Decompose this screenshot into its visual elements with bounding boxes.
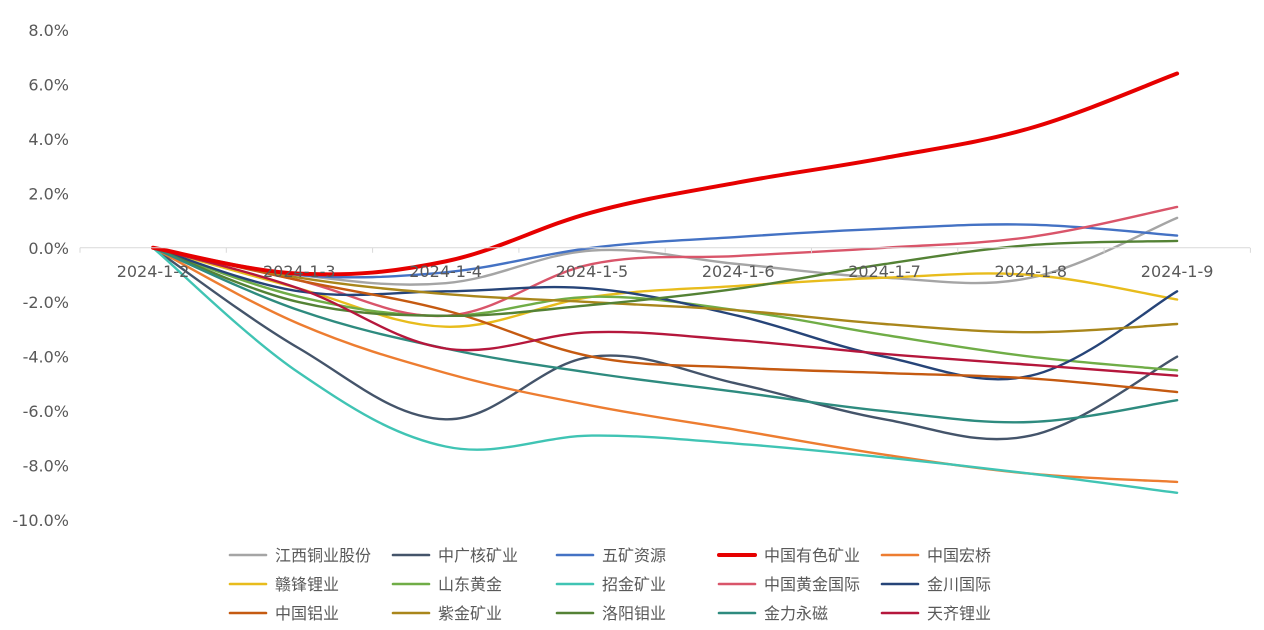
x-tick-label: 2024-1-4 <box>409 262 482 281</box>
legend-item: 江西铜业股份 <box>228 546 371 565</box>
legend-item: 金力永磁 <box>717 604 828 623</box>
series-line-2 <box>151 246 1179 441</box>
x-tick-label: 2024-1-8 <box>994 262 1067 281</box>
legend-item: 天齐锂业 <box>880 604 991 623</box>
legend-label: 中国宏桥 <box>927 546 991 565</box>
series-line-13 <box>151 239 1179 318</box>
legend-label: 紫金矿业 <box>438 604 502 623</box>
x-axis-ticks: 2024-1-2 2024-1-3 2024-1-4 2024-1-5 2024-1-6… <box>79 247 1251 281</box>
legend-label: 金力永磁 <box>764 604 828 623</box>
legend-item: 山东黄金 <box>391 575 502 594</box>
y-tick-label: 6.0% <box>28 75 69 94</box>
legend-label: 金川国际 <box>927 575 991 594</box>
series-line-4 <box>151 71 1180 277</box>
legend-item: 中国黄金国际 <box>717 575 860 594</box>
legend-item: 五矿资源 <box>555 546 666 565</box>
x-tick-label: 2024-1-5 <box>556 262 629 281</box>
series-lines <box>151 71 1180 494</box>
legend-label: 中国有色矿业 <box>764 546 860 565</box>
series-line-14 <box>151 246 1179 424</box>
legend-label: 山东黄金 <box>438 575 502 594</box>
series-line-6 <box>151 246 1179 328</box>
y-tick-label: -10.0% <box>12 511 69 530</box>
legend-label: 洛阳钼业 <box>602 604 666 623</box>
y-tick-label: 0.0% <box>28 239 69 258</box>
legend-label: 江西铜业股份 <box>275 546 371 565</box>
y-tick-label: 2.0% <box>28 184 69 203</box>
legend-item: 中国宏桥 <box>880 546 991 565</box>
legend-label: 中国铝业 <box>275 604 339 623</box>
x-tick-label: 2024-1-7 <box>848 262 921 281</box>
series-line-8 <box>151 246 1179 494</box>
y-axis-ticks: 8.0% 6.0% 4.0% 2.0% 0.0% -2.0% -4.0% -6.0% -8.0%… <box>12 21 69 530</box>
series-line-7 <box>151 246 1179 372</box>
legend-item: 中广核矿业 <box>391 546 518 565</box>
y-tick-label: -6.0% <box>23 402 69 421</box>
legend-item: 中国铝业 <box>228 604 339 623</box>
series-line-11 <box>151 246 1179 394</box>
legend-label: 中广核矿业 <box>438 546 518 565</box>
legend-item: 招金矿业 <box>555 575 666 594</box>
x-tick-label: 2024-1-9 <box>1141 262 1214 281</box>
legend-label: 赣锋锂业 <box>275 575 339 594</box>
y-tick-label: -4.0% <box>23 348 69 367</box>
legend-item: 赣锋锂业 <box>228 575 339 594</box>
legend-label: 招金矿业 <box>602 575 666 594</box>
y-tick-label: -2.0% <box>23 293 69 312</box>
series-line-15 <box>151 246 1179 377</box>
legend-item: 洛阳钼业 <box>555 604 666 623</box>
y-tick-label: 4.0% <box>28 130 69 149</box>
legend-label: 中国黄金国际 <box>764 575 860 594</box>
legend-label: 天齐锂业 <box>927 604 991 623</box>
x-tick-label: 2024-1-6 <box>702 262 775 281</box>
series-line-3 <box>151 223 1179 279</box>
x-tick-label: 2024-1-3 <box>263 262 336 281</box>
legend-item: 中国有色矿业 <box>717 546 860 565</box>
series-line-12 <box>151 246 1179 334</box>
legend-item: 紫金矿业 <box>391 604 502 623</box>
legend-label: 五矿资源 <box>602 546 666 565</box>
y-tick-label: 8.0% <box>28 21 69 40</box>
x-tick-label: 2024-1-2 <box>117 262 190 281</box>
legend-item: 金川国际 <box>880 575 991 594</box>
y-tick-label: -8.0% <box>23 457 69 476</box>
